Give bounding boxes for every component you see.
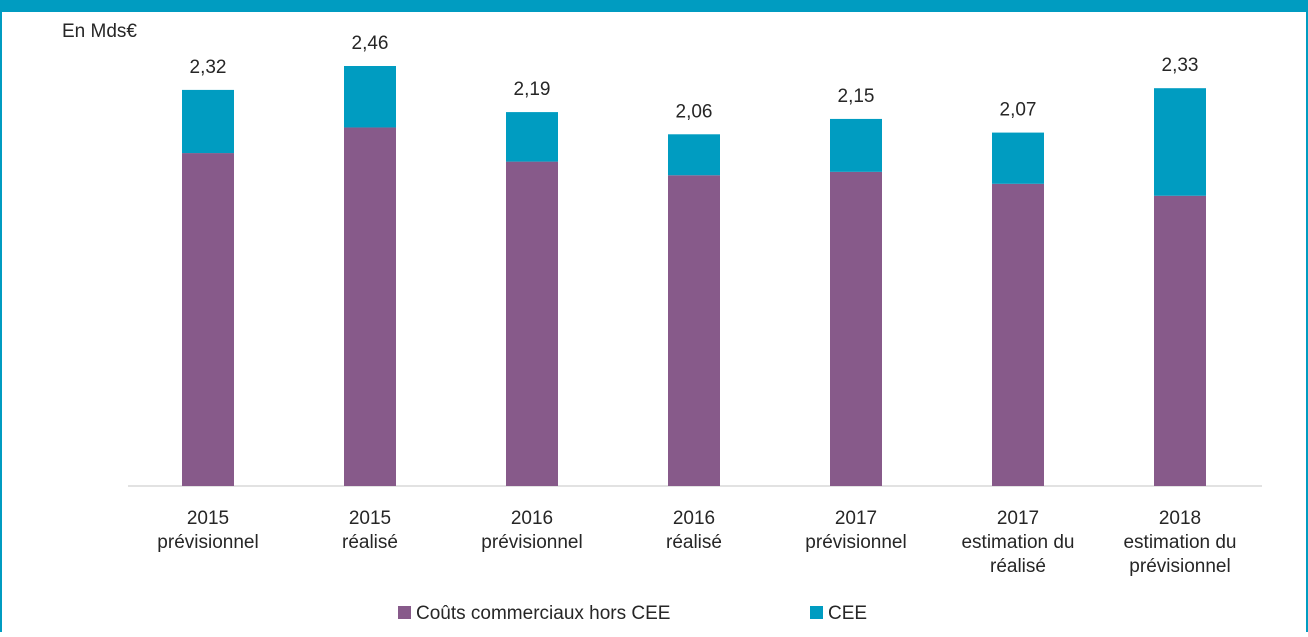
x-tick-label-line: réalisé (342, 532, 398, 553)
x-tick-label-line: prévisionnel (1129, 556, 1230, 577)
bar-segment (992, 183, 1044, 486)
x-tick-label-line: estimation du (961, 532, 1074, 553)
legend-label: CEE (828, 603, 867, 624)
x-tick-label: 2015 prévisionnel (157, 508, 258, 553)
bar-segment (506, 161, 558, 487)
bar-segment (668, 134, 720, 176)
bar-segment (668, 175, 720, 486)
bar-segment (830, 118, 882, 172)
x-tick-label-line: 2017 (835, 508, 877, 529)
x-tick-label: 2015 réalisé (342, 508, 398, 553)
total-label: 2,33 (1162, 55, 1199, 76)
x-tick-label: 2016 prévisionnel (481, 508, 582, 553)
total-label: 2,19 (514, 79, 551, 100)
total-label: 2,46 (352, 33, 389, 54)
legend-label: Coûts commerciaux hors CEE (416, 603, 670, 624)
x-tick-label-line: prévisionnel (805, 532, 906, 553)
x-tick-label-line: 2015 (349, 508, 391, 529)
x-tick-label: 2018 estimation du prévisionnel (1123, 508, 1236, 577)
bar-segment (182, 153, 234, 486)
bar-segment (992, 132, 1044, 184)
bar-segment (182, 89, 234, 154)
x-tick-label-line: estimation du (1123, 532, 1236, 553)
bar-segment (506, 112, 558, 162)
legend-swatch (398, 606, 411, 619)
y-axis-label: En Mds€ (62, 21, 137, 42)
header-band (0, 0, 1308, 12)
x-tick-label-line: 2016 (673, 508, 715, 529)
x-tick-label-line: prévisionnel (481, 532, 582, 553)
x-tick-label-line: 2015 (187, 508, 229, 529)
x-tick-label-line: réalisé (990, 556, 1046, 577)
x-tick-label: 2017 prévisionnel (805, 508, 906, 553)
bar-segment (1154, 88, 1206, 196)
x-tick-label-line: réalisé (666, 532, 722, 553)
total-label: 2,32 (190, 57, 227, 78)
x-tick-label-line: 2016 (511, 508, 553, 529)
bar-segment (344, 66, 396, 128)
total-label: 2,06 (676, 101, 713, 122)
x-tick-label: 2017 estimation du réalisé (961, 508, 1074, 577)
x-tick-label-line: 2017 (997, 508, 1039, 529)
legend-swatch (810, 606, 823, 619)
x-tick-label: 2016 réalisé (666, 508, 722, 553)
bar-segment (830, 171, 882, 487)
bar-segment (344, 127, 396, 487)
total-label: 2,07 (1000, 100, 1037, 121)
total-label: 2,15 (838, 86, 875, 107)
bar-segment (1154, 195, 1206, 486)
x-tick-label-line: prévisionnel (157, 532, 258, 553)
x-tick-label-line: 2018 (1159, 508, 1201, 529)
